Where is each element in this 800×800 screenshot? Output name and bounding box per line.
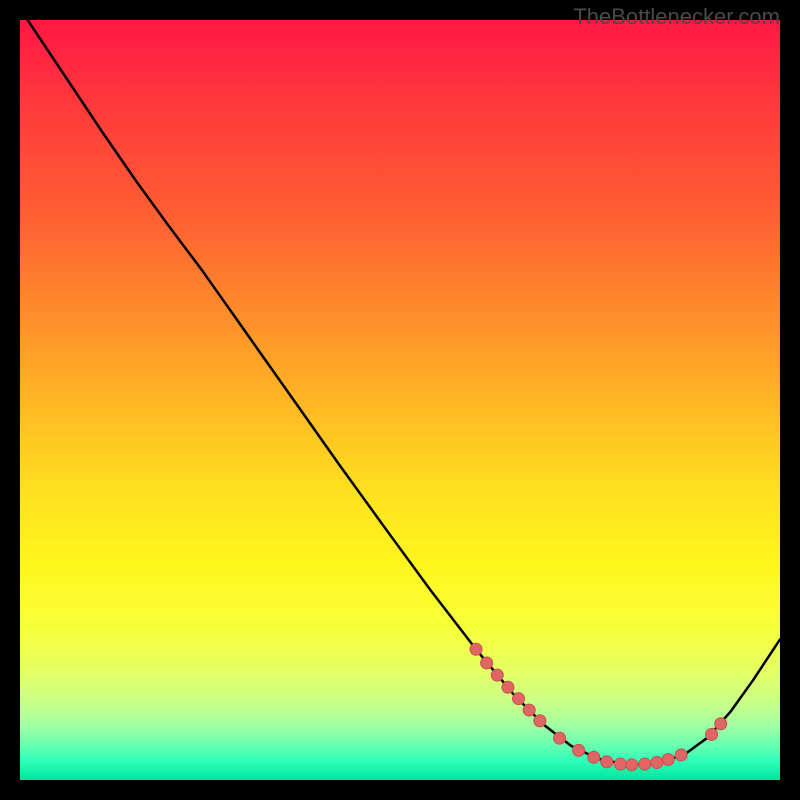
data-marker (715, 718, 727, 730)
plot-area (20, 20, 780, 780)
data-marker (626, 759, 638, 771)
data-marker (639, 758, 651, 770)
data-marker (675, 749, 687, 761)
bottleneck-curve (28, 20, 780, 765)
data-marker (502, 681, 514, 693)
data-marker (554, 732, 566, 744)
data-marker (573, 744, 585, 756)
data-marker (614, 758, 626, 770)
data-marker (470, 643, 482, 655)
curve-layer (20, 20, 780, 780)
data-marker (706, 728, 718, 740)
data-marker (534, 715, 546, 727)
chart-container: TheBottlenecker.com (0, 0, 800, 800)
data-marker (513, 693, 525, 705)
watermark-text: TheBottlenecker.com (573, 4, 780, 30)
data-marker (491, 669, 503, 681)
data-marker (481, 657, 493, 669)
data-marker (651, 757, 663, 769)
data-marker (601, 756, 613, 768)
data-marker (662, 753, 674, 765)
data-marker (588, 751, 600, 763)
data-marker (523, 704, 535, 716)
